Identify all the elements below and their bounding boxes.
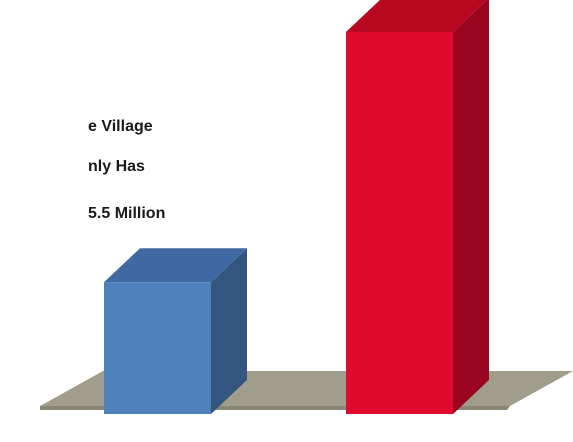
- caption-line-3: 5.5 Million: [88, 205, 166, 222]
- bar-2-side: [453, 0, 489, 414]
- bar-2-front: [346, 32, 453, 414]
- caption-line-2: nly Has: [88, 158, 145, 175]
- bar-1-front: [104, 282, 211, 414]
- bar-1-side: [211, 248, 247, 414]
- caption-line-1: e Village: [88, 118, 153, 135]
- bar-1: [104, 248, 247, 414]
- chart-bars-group: [104, 0, 489, 414]
- bar-2-top: [346, 0, 487, 32]
- bar-1-top: [104, 248, 247, 283]
- bar-2: [346, 0, 489, 414]
